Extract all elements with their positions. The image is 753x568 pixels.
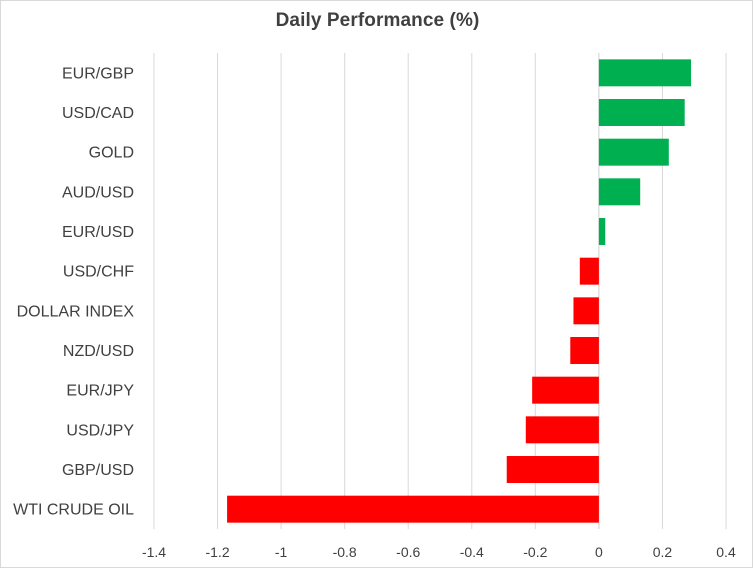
bar-wti-crude-oil	[227, 495, 599, 523]
bar-gbp-usd	[506, 456, 599, 483]
bar-aud-usd	[598, 178, 641, 206]
category-label: DOLLAR INDEX	[17, 303, 135, 320]
x-axis-tick-labels: -1.4 -1.2 -1 -0.8 -0.6 -0.4 -0.2 0 0.2 0.4	[142, 544, 736, 560]
x-tick-label: 0.4	[716, 544, 736, 560]
category-label: NZD/USD	[63, 343, 134, 360]
category-label: USD/CHF	[63, 264, 134, 281]
bar-dollar-index	[573, 297, 599, 325]
x-tick-label: -1.4	[142, 544, 166, 560]
bar-nzd-usd	[570, 337, 599, 364]
category-labels: EUR/GBP USD/CAD GOLD AUD/USD EUR/USD USD/CHF D…	[13, 65, 134, 518]
category-label: GBP/USD	[62, 462, 134, 479]
bar-usd-cad	[598, 99, 685, 126]
x-tick-label: -0.6	[396, 544, 420, 560]
x-tick-label: -0.4	[460, 544, 484, 560]
category-label: EUR/JPY	[66, 383, 134, 400]
category-label: USD/JPY	[66, 422, 134, 439]
gridlines	[153, 53, 727, 529]
x-tick-label: 0.2	[653, 544, 673, 560]
bar-eur-jpy	[532, 376, 599, 404]
bar-eur-gbp	[598, 59, 692, 87]
bar-usd-jpy	[525, 416, 599, 444]
x-tick-label: -1	[275, 544, 288, 560]
x-tick-label: 0	[595, 544, 603, 560]
chart-title: Daily Performance (%)	[275, 10, 480, 31]
bar-usd-chf	[579, 257, 599, 285]
bars	[227, 59, 692, 523]
x-tick-label: -0.8	[333, 544, 357, 560]
category-label: AUD/USD	[62, 184, 134, 201]
bar-gold	[598, 138, 669, 166]
x-tick-label: -1.2	[205, 544, 229, 560]
category-label: EUR/USD	[62, 224, 134, 241]
x-tick-label: -0.2	[523, 544, 547, 560]
category-label: GOLD	[89, 145, 134, 162]
bar-eur-usd	[598, 218, 606, 245]
category-label: EUR/GBP	[62, 65, 134, 82]
category-label: WTI CRUDE OIL	[13, 502, 134, 519]
category-label: USD/CAD	[62, 105, 134, 122]
